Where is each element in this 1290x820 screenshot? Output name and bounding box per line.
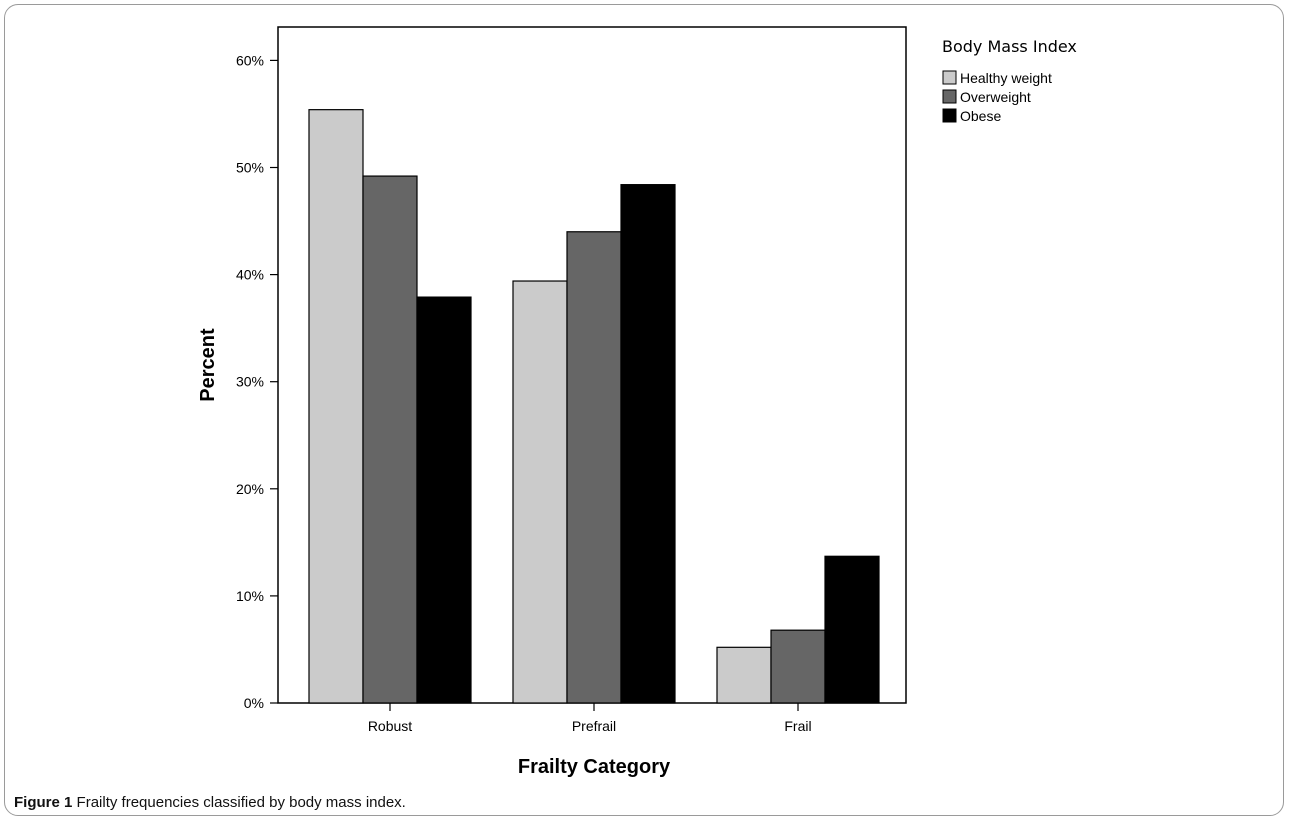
- legend-swatch: [942, 89, 957, 104]
- bar-healthy-weight-frail: [716, 646, 772, 704]
- figure-caption: Figure 1 Frailty frequencies classified …: [14, 794, 406, 811]
- caption-label: Figure 1: [14, 794, 73, 811]
- y-tick-label: 30%: [236, 374, 264, 390]
- y-tick-label: 0%: [244, 695, 264, 711]
- bar-obese-frail: [824, 555, 880, 704]
- bar-obese-prefrail: [620, 184, 676, 704]
- bar-healthy-weight-robust: [308, 109, 364, 704]
- x-tick-label: Frail: [784, 718, 811, 734]
- bar-healthy-weight-prefrail: [512, 280, 568, 704]
- x-tick-label: Robust: [368, 718, 412, 734]
- y-axis: 0% 10% 20% 30% 40% 50% 60%: [236, 52, 278, 711]
- bar-chart: 0% 10% 20% 30% 40% 50% 60% Robust Prefrail Frail…: [197, 26, 1077, 778]
- y-axis-label: Percent: [197, 328, 219, 402]
- x-axis-label: Frailty Category: [518, 756, 671, 778]
- legend-title: Body Mass Index: [942, 37, 1077, 56]
- figure-frame: [4, 4, 1284, 816]
- legend: Body Mass Index Healthy weight Overweight…: [942, 37, 1077, 124]
- bars: [308, 109, 880, 704]
- legend-swatch: [942, 70, 957, 85]
- legend-label: Healthy weight: [960, 70, 1052, 86]
- bar-obese-robust: [416, 296, 472, 704]
- caption-text: Frailty frequencies classified by body m…: [76, 794, 406, 811]
- y-tick-label: 20%: [236, 481, 264, 497]
- y-tick-label: 60%: [236, 52, 264, 68]
- y-tick-label: 40%: [236, 267, 264, 283]
- legend-label: Obese: [960, 108, 1001, 124]
- y-tick-label: 50%: [236, 160, 264, 176]
- legend-swatch: [942, 108, 957, 123]
- x-tick-label: Prefrail: [572, 718, 616, 734]
- y-tick-label: 10%: [236, 588, 264, 604]
- legend-label: Overweight: [960, 89, 1031, 105]
- x-axis: Robust Prefrail Frail: [368, 703, 812, 734]
- bar-overweight-prefrail: [566, 231, 622, 704]
- bar-overweight-robust: [362, 175, 418, 704]
- bar-overweight-frail: [770, 629, 826, 704]
